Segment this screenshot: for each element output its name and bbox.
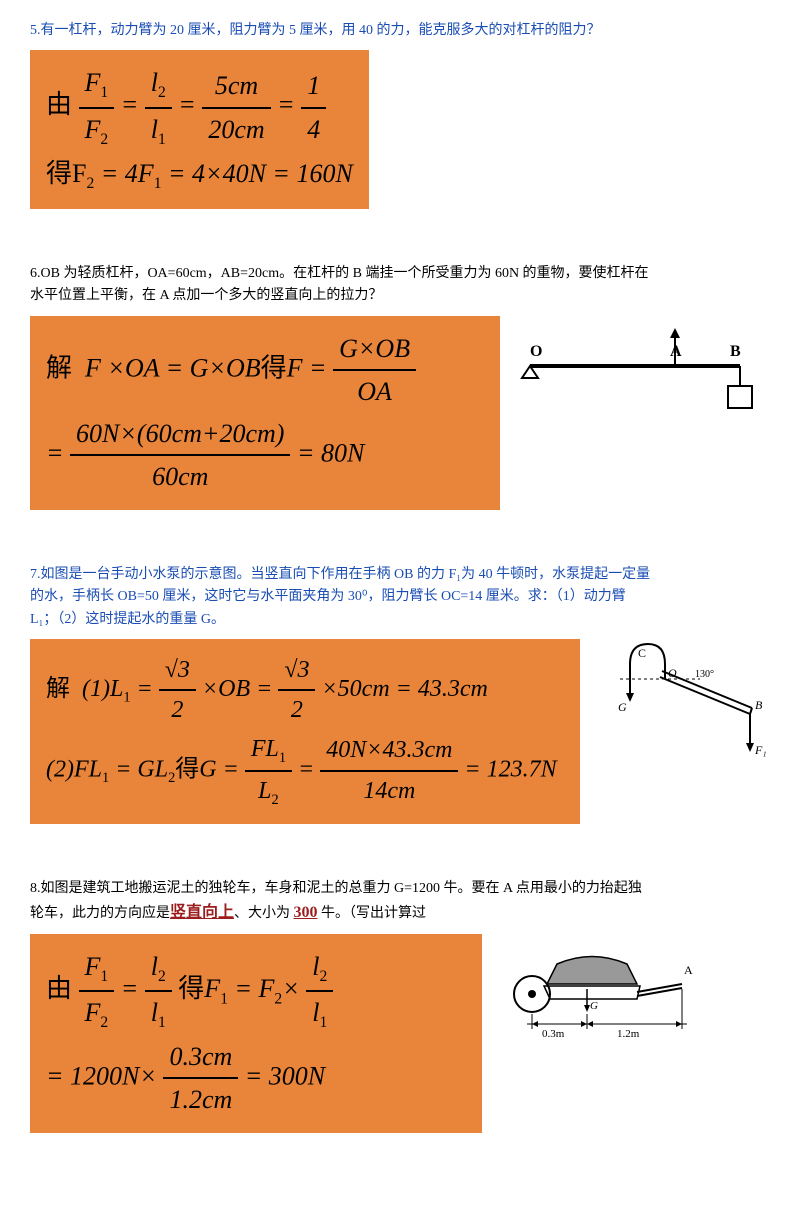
problem-6-question: 6.OB 为轻质杠杆，OA=60cm，AB=20cm。在杠杆的 B 端挂一个所受… [30,263,770,308]
solution-line-2: (2)FL1 = GL2得G = FL1L2 = 40N×43.3cm14cm … [46,730,564,812]
svg-text:130°: 130° [695,669,714,680]
problem-8-diagram: 0.3m 1.2m A G [502,934,702,1044]
svg-text:O: O [668,666,677,680]
solution-line-2: = 1200N× 0.3cm1.2cm = 300N [46,1036,466,1121]
solution-line-1: 解 F ×OA = G×OB得F = G×OBOA [46,328,484,413]
svg-text:G: G [618,700,627,714]
svg-text:F₁: F₁ [754,743,767,757]
problem-7: 7.如图是一台手动小水泵的示意图。当竖直向下作用在手柄 OB 的力 F₁为 40… [30,564,770,848]
solution-line-2: = 60N×(60cm+20cm)60cm = 80N [46,413,484,498]
solution-line-1: 由 F1F2 = l2l1 = 5cm20cm = 14 [46,62,353,152]
svg-text:O: O [530,343,542,360]
answer-direction: 竖直向上 [170,904,234,921]
problem-8-question: 8.如图是建筑工地搬运泥土的独轮车，车身和泥土的总重力 G=1200 牛。要在 … [30,878,770,926]
solution-line-2: 得F2 = 4F1 = 4×40N = 160N [46,153,353,197]
svg-text:1.2m: 1.2m [617,1028,640,1040]
problem-7-question: 7.如图是一台手动小水泵的示意图。当竖直向下作用在手柄 OB 的力 F₁为 40… [30,564,770,631]
problem-5: 5.有一杠杆，动力臂为 20 厘米，阻力臂为 5 厘米，用 40 的力，能克服多… [30,20,770,233]
svg-text:B: B [755,698,763,712]
problem-5-question: 5.有一杠杆，动力臂为 20 厘米，阻力臂为 5 厘米，用 40 的力，能克服多… [30,20,770,42]
problem-6: 6.OB 为轻质杠杆，OA=60cm，AB=20cm。在杠杆的 B 端挂一个所受… [30,263,770,534]
problem-7-diagram: C O G B F₁ 130° [600,639,770,769]
svg-text:0.3m: 0.3m [542,1028,565,1040]
svg-text:G: G [590,1000,598,1012]
svg-text:B: B [730,343,741,360]
problem-6-solution: 解 F ×OA = G×OB得F = G×OBOA = 60N×(60cm+20… [30,316,500,510]
problem-7-solution: 解 (1)L1 = √32 ×OB = √32 ×50cm = 43.3cm (… [30,639,580,823]
svg-text:A: A [684,963,693,977]
problem-5-solution: 由 F1F2 = l2l1 = 5cm20cm = 14 得F2 = 4F1 =… [30,50,369,208]
problem-8-solution: 由 F1F2 = l2l1 得F1 = F2× l2l1 = 1200N× 0.… [30,934,482,1133]
problem-8: 8.如图是建筑工地搬运泥土的独轮车，车身和泥土的总重力 G=1200 牛。要在 … [30,878,770,1157]
solution-line-1: 由 F1F2 = l2l1 得F1 = F2× l2l1 [46,946,466,1036]
solution-line-1: 解 (1)L1 = √32 ×OB = √32 ×50cm = 43.3cm [46,651,564,730]
svg-text:C: C [638,646,646,660]
answer-force: 300 [294,904,318,921]
svg-text:A: A [670,343,682,360]
problem-6-diagram: O A B [520,316,770,416]
